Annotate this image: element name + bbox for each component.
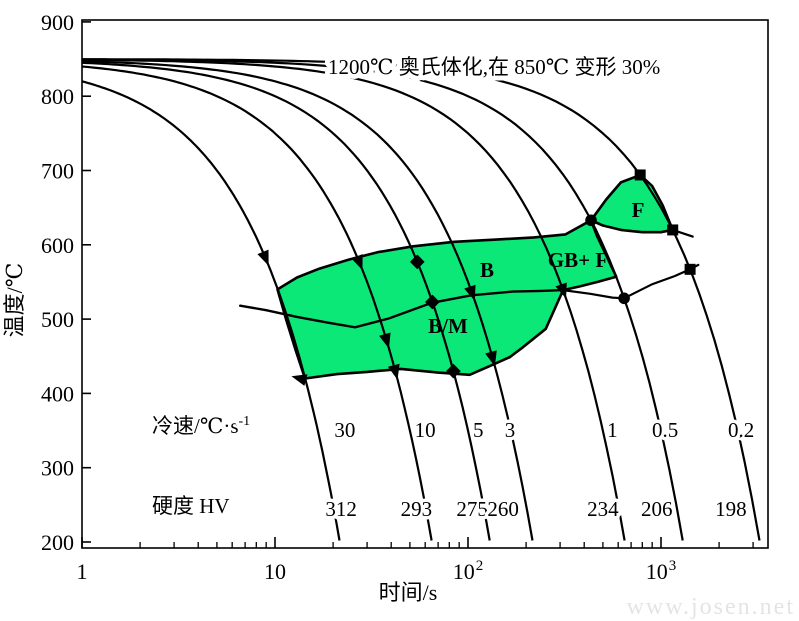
- marker-diamond: [446, 363, 461, 379]
- x-tick-label: 102: [453, 558, 484, 584]
- y-tick-label: 500: [41, 307, 74, 332]
- cooling-curve-30: [81, 80, 341, 541]
- cooling-rate-row-label: 冷速/℃·s-1: [152, 414, 250, 438]
- cooling-rate-value: 3: [505, 418, 516, 442]
- cooling-rate-value: 1: [607, 418, 618, 442]
- marker-arrowhead-left: [291, 374, 308, 386]
- cooling-curve-5: [81, 61, 491, 541]
- hardness-row-label: 硬度 HV: [152, 494, 230, 518]
- region-label-bainite: B: [480, 258, 494, 282]
- marker-arrowhead: [257, 249, 269, 266]
- x-tick-label: 10: [264, 559, 286, 584]
- austenitization-annotation: 1200℃ 奥氏体化,在 850℃ 变形 30%: [328, 55, 660, 79]
- marker-square: [684, 263, 696, 275]
- chart-layer: 1 10 102 1032003004005006007008009003031210…: [41, 10, 769, 584]
- y-axis-title: 温度/℃: [2, 263, 27, 338]
- marker-circle: [585, 214, 597, 227]
- cooling-rate-value: 30: [334, 418, 355, 442]
- cooling-rate-value: 10: [415, 418, 436, 442]
- marker-arrowhead: [464, 284, 476, 301]
- y-tick-label: 300: [41, 456, 74, 481]
- region-label-bainite-martensite: B/M: [428, 314, 468, 338]
- x-axis-title: 时间/s: [379, 580, 438, 605]
- cooling-rate-value: 5: [473, 418, 484, 442]
- y-tick-label: 200: [41, 530, 74, 555]
- y-tick-label: 900: [41, 10, 74, 35]
- cooling-rate-row-label-exponent: -1: [239, 414, 251, 429]
- cooling-curve-10: [81, 65, 433, 541]
- cooling-rate-row-label-main: 冷速/℃·s: [152, 414, 239, 438]
- x-tick-label: 1: [77, 559, 88, 584]
- region-ferrite: [589, 173, 675, 234]
- marker-arrowhead: [485, 350, 497, 367]
- marker-diamond: [425, 294, 440, 310]
- hardness-value: 312: [325, 497, 357, 521]
- marker-arrowhead: [351, 254, 363, 271]
- y-tick-label: 600: [41, 233, 74, 258]
- region-label-granular-bainite-ferrite: GB+ F: [548, 248, 608, 272]
- y-tick-label: 700: [41, 159, 74, 184]
- y-tick-label: 800: [41, 84, 74, 109]
- watermark: www.josen.net: [627, 594, 795, 620]
- hardness-value: 293: [401, 497, 433, 521]
- marker-arrowhead: [387, 363, 400, 380]
- labels-layer: 1200℃ 奥氏体化,在 850℃ 变形 30% 温度/℃ 时间/s 冷速/℃·…: [2, 50, 795, 620]
- marker-square: [634, 169, 646, 181]
- hardness-value: 260: [487, 497, 519, 521]
- x-tick-label: 103: [646, 558, 677, 584]
- marker-arrowhead: [555, 282, 567, 299]
- cooling-curve-0p2: [82, 58, 761, 541]
- cooling-rate-value: 0.2: [728, 418, 754, 442]
- y-tick-label: 400: [41, 381, 74, 406]
- cooling-rate-value: 0.5: [652, 418, 678, 442]
- hardness-value: 275: [456, 497, 488, 521]
- hardness-value: 198: [715, 497, 747, 521]
- region-label-ferrite: F: [632, 198, 645, 222]
- marker-square: [667, 224, 679, 236]
- marker-arrowhead: [379, 332, 391, 349]
- hardness-value: 206: [641, 497, 673, 521]
- hardness-value: 234: [587, 497, 619, 521]
- cooling-curve-3: [81, 60, 534, 541]
- marker-circle: [618, 292, 630, 305]
